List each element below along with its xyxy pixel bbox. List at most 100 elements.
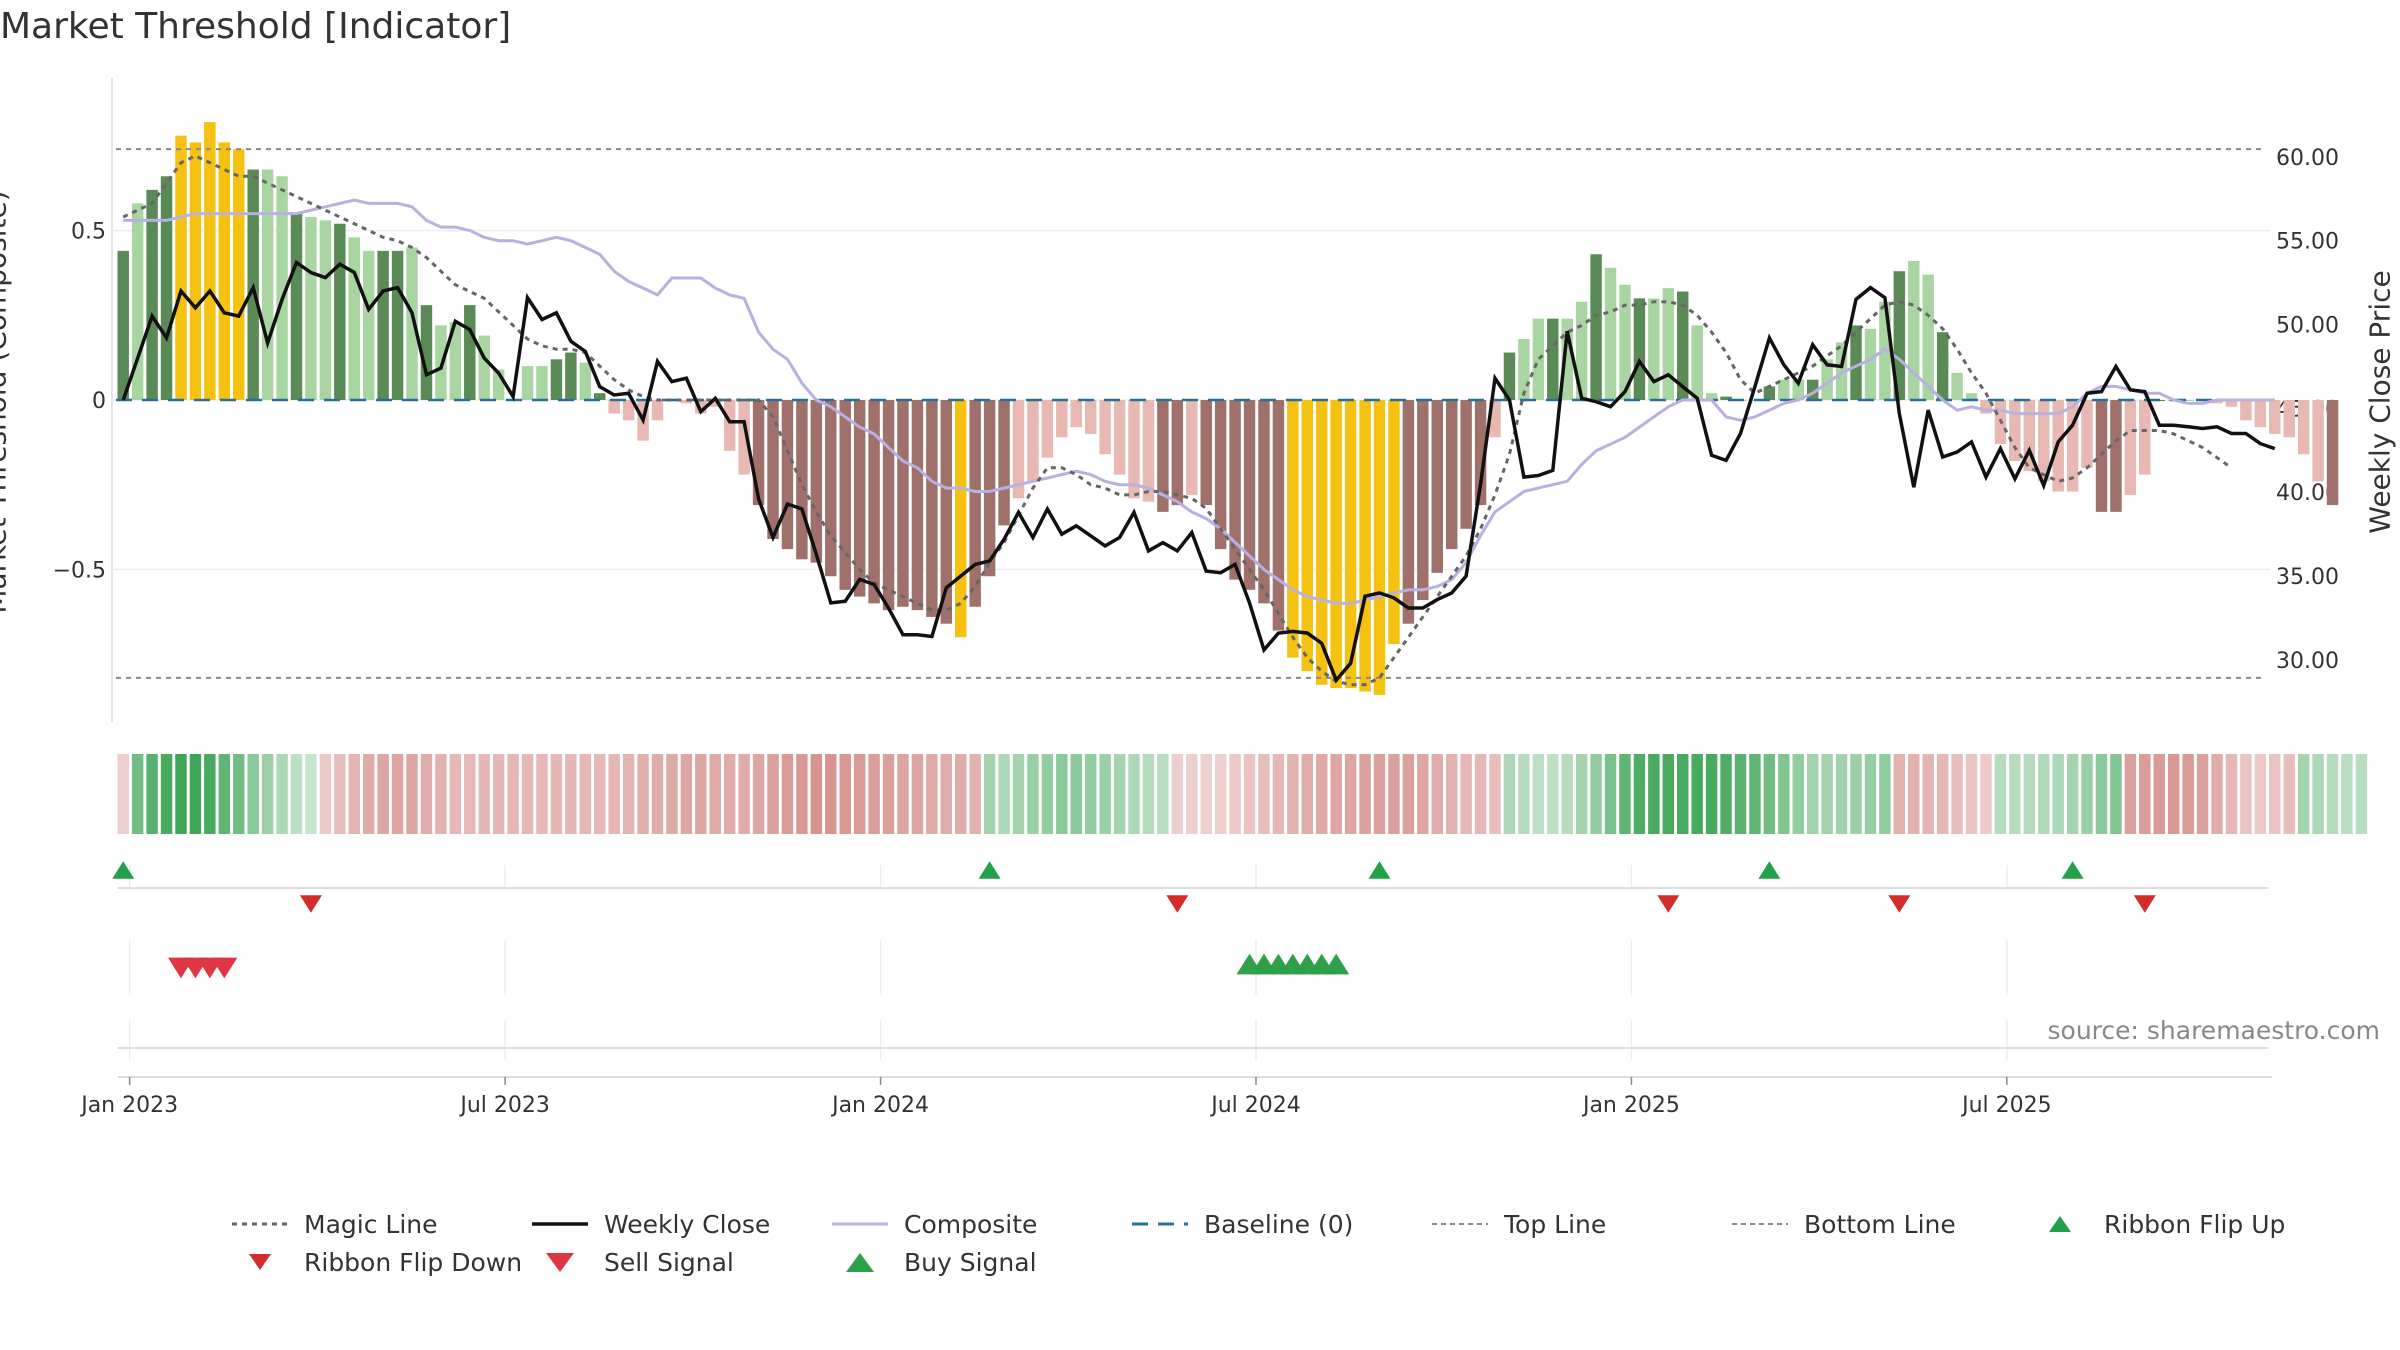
ribbon-cell xyxy=(1879,754,1891,834)
ribbon-cell xyxy=(362,754,375,834)
legend-label: Top Line xyxy=(1504,1209,1607,1239)
ribbon-cell xyxy=(2196,754,2209,834)
ribbon-cell xyxy=(1590,754,1602,834)
composite-bar xyxy=(738,400,750,475)
ribbon-cell xyxy=(594,754,606,834)
composite-bar xyxy=(1272,400,1285,631)
composite-bar xyxy=(853,400,866,597)
composite-bar xyxy=(1518,338,1530,400)
buy-signal-marker xyxy=(1323,953,1350,975)
composite-bar xyxy=(1200,400,1212,506)
ribbon-cell xyxy=(608,754,620,834)
composite-bar xyxy=(1373,400,1386,695)
legend-symbol-sell xyxy=(546,1253,574,1272)
ribbon-cell xyxy=(1561,754,1573,834)
ribbon-cell xyxy=(261,754,274,834)
ribbon-cell xyxy=(290,754,303,834)
ribbon-cell xyxy=(622,754,635,834)
ribbon-cell xyxy=(478,754,490,834)
composite-bar xyxy=(1099,400,1111,455)
ribbon-cell xyxy=(117,754,129,834)
ribbon-cell xyxy=(680,754,693,834)
composite-bar xyxy=(1142,400,1155,502)
ribbon-cell xyxy=(969,754,981,834)
composite-bar xyxy=(1489,400,1501,438)
ribbon-flip-up-marker xyxy=(978,861,1001,879)
composite-bar xyxy=(2211,400,2223,404)
composite-bar xyxy=(1677,291,1689,400)
legend-item-composite: Composite xyxy=(830,1205,1130,1243)
legend-item-top: Top Line xyxy=(1430,1205,1730,1243)
ribbon-cell xyxy=(2225,754,2238,834)
ribbon-cell xyxy=(897,754,909,834)
legend-item-flipdown: Ribbon Flip Down xyxy=(230,1243,530,1281)
composite-bar xyxy=(695,400,707,414)
x-tick-label: Jan 2024 xyxy=(830,1093,929,1118)
left-tick-label: 0.5 xyxy=(71,220,106,245)
left-tick-label: −0.5 xyxy=(53,558,106,583)
composite-bar xyxy=(1604,267,1617,400)
ribbon-cell xyxy=(1547,754,1559,834)
composite-bar xyxy=(160,176,173,400)
composite-bar xyxy=(521,366,534,400)
legend-symbol-top xyxy=(1432,1223,1488,1225)
ribbon-cell xyxy=(2182,754,2194,834)
composite-bar xyxy=(2066,400,2079,492)
composite-bar xyxy=(651,400,664,421)
composite-bar xyxy=(1720,396,1732,400)
ribbon-cell xyxy=(319,754,332,834)
composite-bar xyxy=(406,247,418,400)
ribbon-cell xyxy=(853,754,866,834)
composite-bar xyxy=(131,203,144,400)
ribbon-cell xyxy=(160,754,173,834)
composite-bar xyxy=(1128,400,1140,499)
composite-bar xyxy=(1113,400,1126,475)
composite-bar xyxy=(1503,352,1516,400)
ribbon-cell xyxy=(2355,754,2368,834)
ribbon-cell xyxy=(1431,754,1443,834)
legend-symbol-close xyxy=(532,1222,588,1226)
composite-bar xyxy=(594,393,606,400)
composite-bar xyxy=(1778,379,1790,400)
composite-bar xyxy=(1763,386,1776,400)
ribbon-cell xyxy=(1200,754,1212,834)
composite-bar xyxy=(1792,379,1804,400)
composite-bar xyxy=(622,400,635,421)
composite-line xyxy=(123,198,2275,605)
magic-line xyxy=(122,154,2233,687)
ribbon-flip-down-marker xyxy=(299,895,322,913)
ribbon-cell xyxy=(1864,754,1877,834)
composite-bar xyxy=(1012,400,1025,499)
legend-label: Ribbon Flip Up xyxy=(2104,1209,2286,1239)
ribbon-cell xyxy=(2038,754,2050,834)
ribbon-cell xyxy=(1691,754,1703,834)
ribbon-cell xyxy=(233,754,245,834)
ribbon-cell xyxy=(1301,754,1314,834)
ribbon-cell xyxy=(2211,754,2223,834)
composite-bar xyxy=(1893,271,1906,400)
composite-bar xyxy=(565,352,577,400)
legend-symbol-baseline xyxy=(1132,1222,1188,1226)
composite-bar xyxy=(377,250,389,400)
x-tick-label: Jul 2024 xyxy=(1209,1093,1301,1118)
composite-bar xyxy=(1460,400,1472,529)
composite-bar xyxy=(189,142,202,400)
composite-bar xyxy=(420,305,433,400)
ribbon-cell xyxy=(940,754,953,834)
composite-bar xyxy=(998,400,1010,526)
ribbon-cell xyxy=(2326,754,2339,834)
legend-item-flipup: Ribbon Flip Up xyxy=(2030,1205,2330,1243)
ribbon-cell xyxy=(1445,754,1458,834)
right-tick-label: 60.00 xyxy=(2276,146,2339,171)
ribbon-cell xyxy=(1113,754,1126,834)
ribbon-flip-up-marker xyxy=(2061,861,2084,879)
source-note: source: sharemaestro.com xyxy=(2047,1016,2381,1045)
composite-bar xyxy=(2009,400,2021,462)
ribbon-flip-up-marker xyxy=(1368,861,1391,879)
legend-symbol-magic xyxy=(232,1222,288,1226)
composite-bar xyxy=(2124,400,2137,495)
ribbon-cell xyxy=(2297,754,2310,834)
ribbon-cell xyxy=(1316,754,1328,834)
composite-bar xyxy=(1619,284,1631,400)
